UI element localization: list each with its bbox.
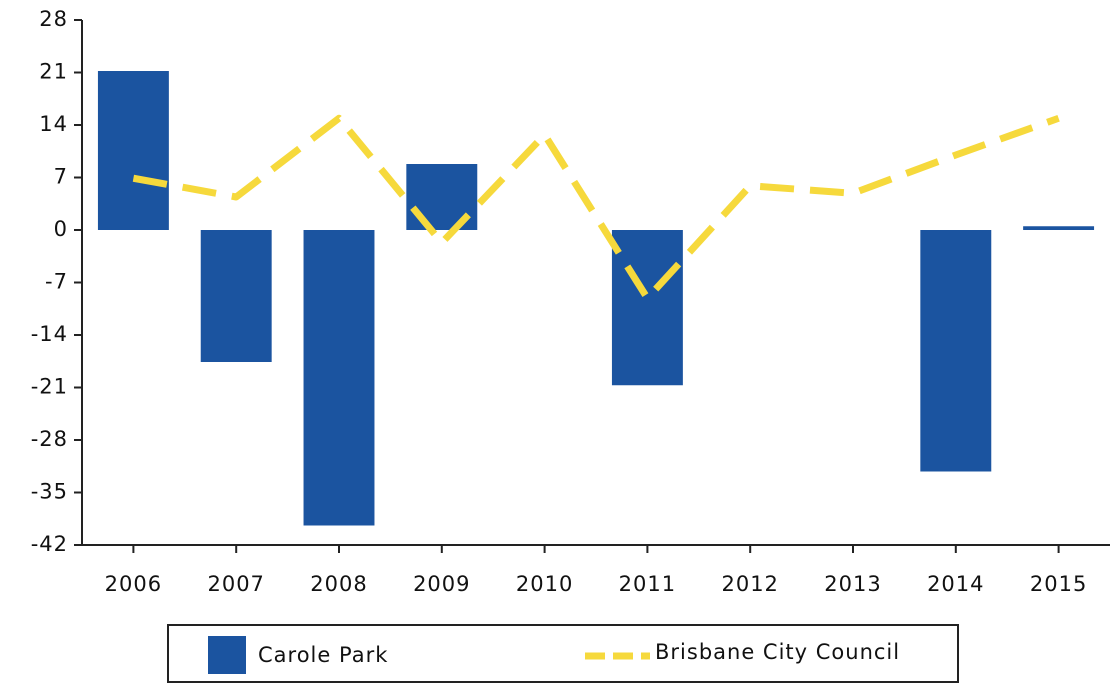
bar <box>97 71 169 230</box>
bar <box>1023 226 1095 230</box>
legend-swatch <box>208 636 246 674</box>
x-tick-label: 2012 <box>721 572 778 596</box>
bar <box>200 230 272 362</box>
y-tick-label: 28 <box>39 7 68 31</box>
x-tick-label: 2006 <box>105 572 162 596</box>
x-tick-label: 2008 <box>310 572 367 596</box>
y-tick-label: -7 <box>45 270 68 294</box>
legend-label: Carole Park <box>258 643 388 667</box>
bar <box>920 230 992 472</box>
y-tick-label: -14 <box>31 322 68 346</box>
bar <box>303 230 375 526</box>
y-tick-label: -42 <box>31 532 68 556</box>
x-tick-label: 2007 <box>207 572 264 596</box>
x-tick-label: 2014 <box>927 572 984 596</box>
x-tick-label: 2009 <box>413 572 470 596</box>
x-tick-label: 2013 <box>824 572 881 596</box>
x-tick-label: 2010 <box>516 572 573 596</box>
legend-box <box>167 624 959 683</box>
y-tick-label: 14 <box>39 112 68 136</box>
x-tick-label: 2015 <box>1030 572 1087 596</box>
legend-label: Brisbane City Council <box>655 640 900 664</box>
bar <box>611 230 683 386</box>
line <box>132 114 1060 302</box>
y-tick-label: -35 <box>31 480 68 504</box>
x-tick-label: 2011 <box>619 572 676 596</box>
y-tick-label: 21 <box>39 60 68 84</box>
y-tick-label: 7 <box>54 165 68 189</box>
y-tick-label: -21 <box>31 375 68 399</box>
y-tick-label: -28 <box>31 427 68 451</box>
y-tick-label: 0 <box>54 217 68 241</box>
